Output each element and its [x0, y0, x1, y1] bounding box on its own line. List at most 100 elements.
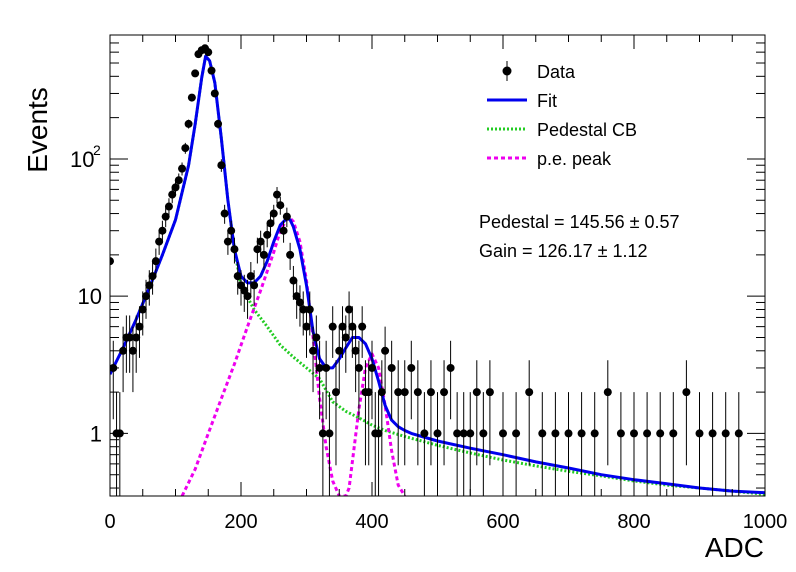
data-point — [312, 333, 321, 342]
data-point — [171, 183, 180, 192]
legend-label: Fit — [537, 91, 557, 111]
data-point — [217, 161, 226, 170]
fit-result-line: Pedestal = 145.56 ± 0.57 — [479, 212, 680, 232]
data-point — [420, 429, 429, 438]
data-point — [616, 429, 625, 438]
fit-results: Pedestal = 145.56 ± 0.57 Gain = 126.17 ± … — [479, 212, 680, 261]
data-point — [253, 245, 262, 254]
data-point — [577, 429, 586, 438]
data-point — [168, 190, 177, 199]
data-point — [466, 429, 475, 438]
data-point — [538, 429, 547, 438]
data-point — [148, 272, 157, 281]
data-layer — [110, 44, 743, 496]
data-point — [243, 292, 252, 301]
data-point — [286, 250, 295, 259]
data-point — [446, 363, 455, 372]
data-point — [128, 346, 137, 355]
data-point — [433, 429, 442, 438]
data-point — [223, 237, 232, 246]
data-point — [246, 272, 255, 281]
data-point — [273, 190, 282, 199]
data-point — [358, 322, 367, 331]
data-point — [345, 305, 354, 314]
data-point — [721, 429, 730, 438]
data-point — [335, 346, 344, 355]
data-point — [341, 333, 350, 342]
data-point — [299, 305, 308, 314]
data-point — [512, 429, 521, 438]
data-point — [315, 363, 324, 372]
data-point — [220, 209, 229, 218]
data-point — [453, 429, 462, 438]
data-point — [331, 388, 340, 397]
y-axis-title: Events — [22, 87, 53, 173]
data-point — [630, 429, 638, 438]
x-tick-label: 1000 — [743, 511, 788, 533]
data-point — [289, 276, 298, 285]
data-point — [603, 388, 612, 397]
data-point — [119, 346, 128, 355]
data-point — [348, 322, 357, 331]
data-point — [354, 363, 363, 372]
data-point — [250, 281, 259, 290]
data-point — [407, 363, 416, 372]
data-point — [413, 388, 422, 397]
data-point — [472, 388, 481, 397]
data-point — [368, 363, 376, 372]
data-point — [233, 272, 242, 281]
x-axis-title: ADC — [705, 532, 764, 563]
y-tick-label: 1 — [90, 421, 102, 446]
legend-label: Pedestal CB — [537, 120, 637, 140]
data-point — [387, 363, 396, 372]
data-point — [145, 281, 154, 290]
data-point — [135, 322, 144, 331]
data-point — [279, 226, 288, 235]
data-point — [318, 429, 327, 438]
data-point — [142, 292, 151, 301]
data-point — [158, 226, 167, 235]
data-point — [161, 212, 170, 221]
legend-marker — [502, 66, 512, 76]
data-point — [338, 322, 347, 331]
data-point — [110, 257, 114, 266]
data-point — [184, 119, 193, 128]
data-point — [394, 388, 403, 397]
data-point — [164, 202, 173, 211]
x-tick-label: 0 — [104, 511, 115, 533]
data-point — [207, 66, 216, 75]
data-point — [400, 388, 409, 397]
data-point — [187, 93, 196, 102]
data-point — [151, 257, 160, 266]
fit-result-line: Gain = 126.17 ± 1.12 — [479, 241, 648, 261]
data-point — [643, 429, 652, 438]
data-point — [479, 429, 488, 438]
data-point — [292, 292, 301, 301]
data-point — [155, 237, 164, 246]
data-point — [309, 346, 318, 355]
data-point — [227, 226, 236, 235]
data-point — [269, 209, 278, 218]
data-point — [708, 429, 717, 438]
data-point — [734, 429, 743, 438]
data-point — [440, 388, 449, 397]
x-tick-label: 400 — [355, 511, 388, 533]
data-point — [322, 363, 331, 372]
x-tick-label: 800 — [617, 511, 650, 533]
y-tick-label: 10 — [70, 147, 94, 172]
data-point — [256, 237, 265, 246]
data-point — [525, 388, 534, 397]
legend-label: Data — [537, 62, 576, 82]
data-point — [138, 305, 147, 314]
data-point — [551, 429, 560, 438]
data-point — [485, 388, 494, 397]
data-point — [302, 322, 311, 331]
data-point — [656, 429, 665, 438]
y-tick-label: 10 — [78, 284, 102, 309]
data-point — [125, 333, 134, 342]
data-point — [426, 388, 435, 397]
data-point — [191, 69, 200, 78]
data-point — [328, 322, 337, 331]
